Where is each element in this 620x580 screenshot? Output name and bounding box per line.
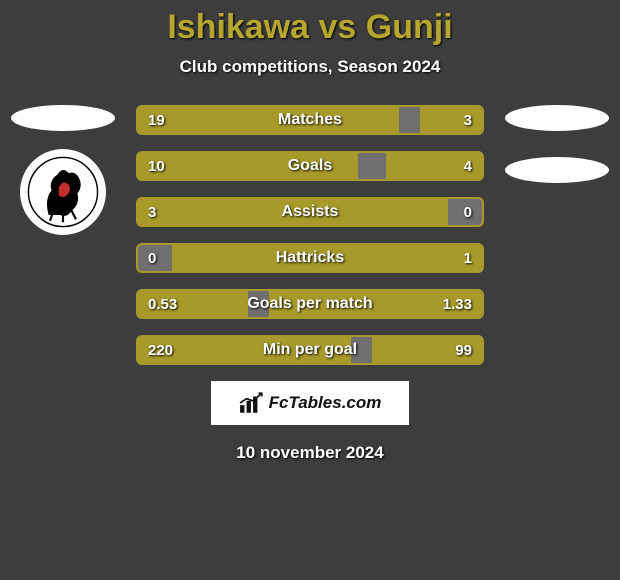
date-text: 10 november 2024 bbox=[0, 443, 620, 463]
brand-text: FcTables.com bbox=[269, 393, 382, 413]
stat-value-left: 220 bbox=[148, 337, 173, 363]
brand-chart-icon bbox=[239, 392, 265, 414]
stat-label: Goals per match bbox=[138, 291, 482, 317]
stat-value-right: 1.33 bbox=[443, 291, 472, 317]
stat-value-right: 3 bbox=[464, 107, 472, 133]
left-player-badges bbox=[8, 105, 118, 235]
stat-row: Goals per match0.53 1.33 bbox=[136, 289, 484, 319]
left-nation-ellipse bbox=[11, 105, 115, 131]
stat-row: Min per goal220 99 bbox=[136, 335, 484, 365]
horse-rider-icon bbox=[27, 156, 99, 228]
comparison-content: Matches193Goals104Assists30Hattricks01Go… bbox=[0, 105, 620, 365]
stat-label: Assists bbox=[138, 199, 482, 225]
stat-value-right: 4 bbox=[464, 153, 472, 179]
stat-label: Min per goal bbox=[138, 337, 482, 363]
stat-row: Goals10 4 bbox=[136, 151, 484, 181]
stat-row: Assists3 0 bbox=[136, 197, 484, 227]
stat-value-left: 19 bbox=[148, 107, 165, 133]
left-club-badge bbox=[20, 149, 106, 235]
right-nation-ellipse bbox=[505, 105, 609, 131]
stat-label: Matches bbox=[138, 107, 482, 133]
right-club-ellipse bbox=[505, 157, 609, 183]
stat-value-right: 0 bbox=[464, 199, 472, 225]
stat-label: Hattricks bbox=[138, 245, 482, 271]
page-title: Ishikawa vs Gunji bbox=[0, 0, 620, 47]
right-player-badges bbox=[502, 105, 612, 201]
stat-bars: Matches193Goals104Assists30Hattricks01Go… bbox=[136, 105, 484, 365]
stat-value-left: 0.53 bbox=[148, 291, 177, 317]
stat-label: Goals bbox=[138, 153, 482, 179]
stat-value-right: 99 bbox=[455, 337, 472, 363]
stat-value-left: 10 bbox=[148, 153, 165, 179]
stat-value-left: 0 bbox=[148, 245, 156, 271]
brand-box: FcTables.com bbox=[211, 381, 409, 425]
stat-row: Hattricks0 1 bbox=[136, 243, 484, 273]
stat-row: Matches19 3 bbox=[136, 105, 484, 135]
stat-value-right: 1 bbox=[464, 245, 472, 271]
stat-value-left: 3 bbox=[148, 199, 156, 225]
subtitle: Club competitions, Season 2024 bbox=[0, 57, 620, 77]
